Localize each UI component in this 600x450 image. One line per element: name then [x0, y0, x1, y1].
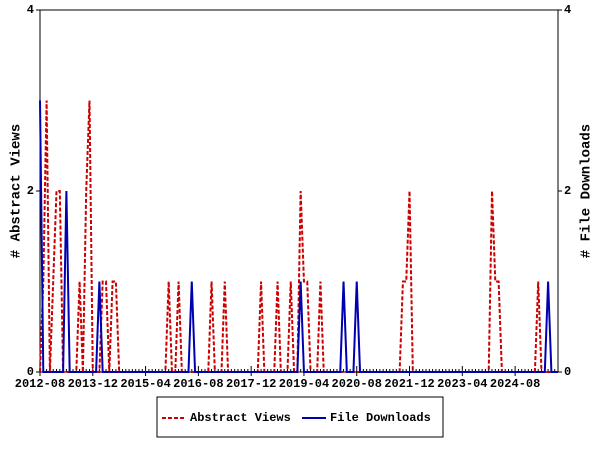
legend	[156, 396, 444, 438]
y2-tick-label: 4	[564, 3, 571, 17]
y-tick-label: 2	[27, 184, 34, 198]
x-tick-label: 2016-08	[173, 377, 223, 391]
x-tick-label: 2019-04	[279, 377, 329, 391]
legend-label: Abstract Views	[190, 411, 291, 425]
y2-axis-label: # File Downloads	[579, 124, 595, 258]
x-tick-label: 2012-08	[15, 377, 65, 391]
x-tick-label: 2015-04	[120, 377, 170, 391]
x-tick-label: 2013-12	[68, 377, 118, 391]
y-tick-label: 4	[27, 3, 34, 17]
y-axis-label: # Abstract Views	[9, 124, 25, 258]
y2-tick-label: 0	[564, 365, 571, 379]
y2-tick-label: 2	[564, 184, 571, 198]
legend-label: File Downloads	[330, 411, 431, 425]
x-tick-label: 2021-12	[384, 377, 434, 391]
x-tick-label: 2020-08	[332, 377, 382, 391]
x-tick-label: 2017-12	[226, 377, 276, 391]
x-tick-label: 2024-08	[490, 377, 540, 391]
y-tick-label: 0	[27, 365, 34, 379]
x-tick-label: 2023-04	[437, 377, 487, 391]
series-line	[39, 100, 558, 373]
